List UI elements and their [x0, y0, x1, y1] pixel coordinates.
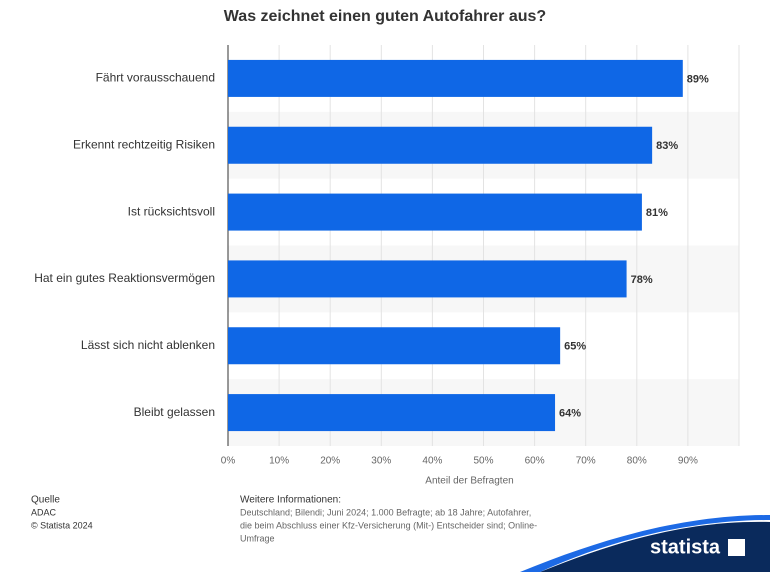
x-tick-label: 10%: [269, 456, 289, 467]
y-tick-label: Fährt vorausschauend: [96, 71, 215, 85]
y-tick-label: Erkennt rechtzeitig Risiken: [73, 137, 215, 151]
x-tick-label: 0%: [221, 456, 236, 467]
logo: statista: [650, 536, 721, 558]
x-tick-label: 70%: [576, 456, 596, 467]
source-title: Quelle: [31, 495, 60, 506]
x-tick-label: 50%: [473, 456, 493, 467]
y-tick-label: Hat ein gutes Reaktionsvermögen: [34, 271, 215, 285]
chart-title: Was zeichnet einen guten Autofahrer aus?: [224, 8, 546, 25]
info-line: Umfrage: [240, 533, 275, 543]
info-line: Deutschland; Bilendi; Juni 2024; 1.000 B…: [240, 507, 531, 517]
x-tick-label: 80%: [627, 456, 647, 467]
x-tick-label: 60%: [525, 456, 545, 467]
value-label: 89%: [687, 73, 709, 85]
bar: [228, 126, 653, 164]
value-label: 81%: [646, 207, 668, 219]
x-axis-label: Anteil der Befragten: [425, 476, 513, 487]
logo-icon: [728, 539, 745, 556]
y-tick-label: Lässt sich nicht ablenken: [81, 338, 215, 352]
x-tick-label: 90%: [678, 456, 698, 467]
info-title: Weitere Informationen:: [240, 495, 341, 506]
bar: [228, 193, 642, 231]
x-tick-label: 20%: [320, 456, 340, 467]
bar: [228, 394, 556, 432]
value-label: 83%: [656, 140, 678, 152]
bar: [228, 260, 627, 298]
value-label: 64%: [559, 407, 581, 419]
info-line: die beim Abschluss einer Kfz-Versicherun…: [240, 520, 537, 530]
source: ADAC: [31, 507, 57, 517]
value-label: 65%: [564, 341, 586, 353]
x-tick-label: 40%: [422, 456, 442, 467]
copyright: © Statista 2024: [31, 520, 93, 530]
y-tick-label: Bleibt gelassen: [134, 405, 215, 419]
bar: [228, 327, 561, 365]
logo-wave: [540, 521, 770, 572]
bar: [228, 59, 683, 97]
logo-wave-accent: [520, 515, 770, 572]
value-label: 78%: [631, 274, 653, 286]
y-tick-label: Ist rücksichtsvoll: [128, 204, 215, 218]
x-tick-label: 30%: [371, 456, 391, 467]
